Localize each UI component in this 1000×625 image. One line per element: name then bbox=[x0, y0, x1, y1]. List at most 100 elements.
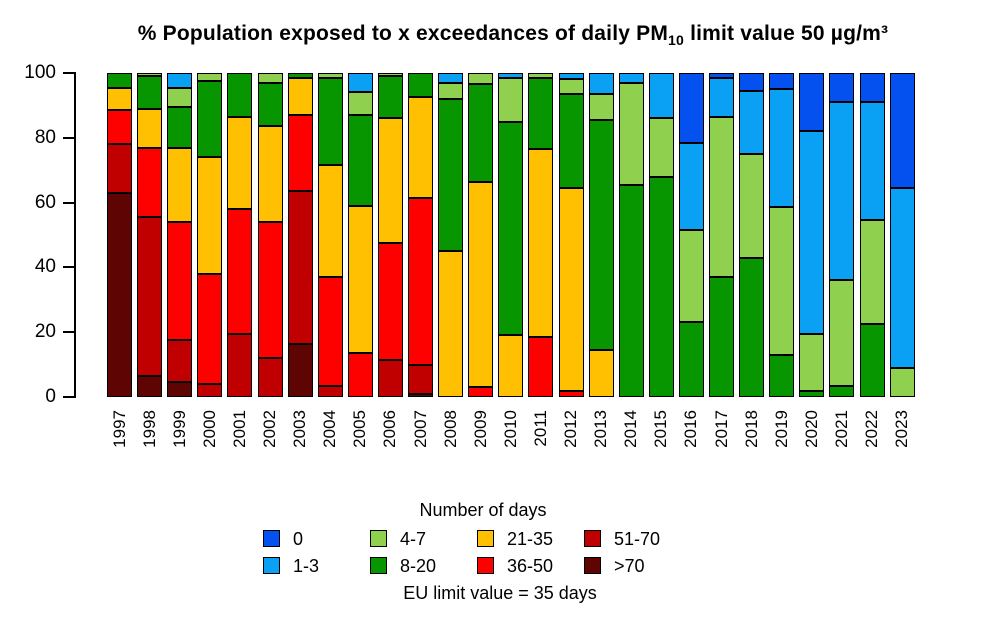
bar-segment bbox=[709, 116, 734, 278]
bar-segment bbox=[588, 73, 614, 95]
bar-segment bbox=[287, 73, 313, 78]
bar-segment bbox=[468, 73, 494, 85]
bar-segment bbox=[317, 385, 343, 397]
y-tick bbox=[63, 72, 74, 74]
bar-segment bbox=[648, 176, 674, 397]
bar-segment bbox=[137, 375, 163, 397]
bar-segment bbox=[739, 90, 765, 154]
y-tick bbox=[63, 396, 74, 398]
bar-segment bbox=[889, 73, 915, 189]
bar-segment bbox=[498, 121, 524, 336]
bar-segment bbox=[769, 89, 795, 208]
bar-segment bbox=[227, 209, 253, 334]
y-tick bbox=[63, 201, 74, 204]
eu-limit-note: EU limit value = 35 days bbox=[403, 583, 597, 603]
bar-segment bbox=[287, 191, 313, 344]
bar-segment bbox=[438, 82, 464, 99]
bar-segment bbox=[317, 73, 343, 78]
bar-segment bbox=[167, 222, 193, 341]
bar-segment bbox=[257, 358, 283, 397]
bar-segment bbox=[197, 73, 223, 82]
y-tick bbox=[63, 331, 74, 334]
bar-segment bbox=[678, 230, 704, 323]
bar-segment bbox=[197, 81, 223, 158]
bar-segment bbox=[317, 165, 343, 278]
bar-segment bbox=[558, 390, 584, 397]
bar-segment bbox=[167, 87, 193, 108]
bar-segment bbox=[347, 353, 373, 397]
bar-segment bbox=[739, 154, 765, 258]
legend-label-70: >70 bbox=[614, 556, 645, 576]
legend-title: Number of days bbox=[419, 500, 547, 520]
bar-segment bbox=[859, 220, 885, 325]
bar-segment bbox=[377, 359, 403, 397]
bar-segment bbox=[498, 335, 524, 397]
bar-segment bbox=[829, 102, 855, 281]
bar-segment bbox=[167, 382, 193, 397]
chart-title: % Population exposed to x exceedances of… bbox=[137, 22, 889, 49]
bar-segment bbox=[769, 73, 795, 90]
bar-segment bbox=[287, 77, 313, 116]
bar-segment bbox=[347, 92, 373, 116]
bar-segment bbox=[438, 73, 464, 83]
bar-segment bbox=[107, 87, 132, 111]
bar-segment bbox=[799, 333, 825, 391]
bar-segment bbox=[197, 157, 223, 274]
bar-segment bbox=[137, 73, 163, 77]
y-tick bbox=[63, 136, 74, 139]
bar-segment bbox=[829, 385, 855, 397]
legend-label-1-3: 1-3 bbox=[293, 556, 320, 576]
bar-segment bbox=[859, 324, 885, 397]
bar-segment bbox=[829, 280, 855, 386]
bar-segment bbox=[648, 118, 674, 177]
bar-segment bbox=[678, 322, 704, 397]
bar-segment bbox=[799, 390, 825, 397]
legend-swatch-51-70 bbox=[584, 530, 601, 547]
bar-segment bbox=[829, 73, 855, 103]
legend-label-8-20: 8-20 bbox=[400, 556, 437, 576]
bar-segment bbox=[167, 73, 193, 88]
legend-swatch-1-3 bbox=[263, 557, 280, 574]
bar-segment bbox=[227, 116, 253, 210]
bar-segment bbox=[197, 384, 223, 397]
bar-segment bbox=[107, 144, 132, 193]
bar-segment bbox=[528, 149, 554, 338]
y-tick-label: 20 bbox=[34, 321, 56, 343]
bar-segment bbox=[408, 197, 433, 365]
bar-segment bbox=[648, 73, 674, 119]
bar-segment bbox=[769, 354, 795, 397]
bar-segment bbox=[678, 142, 704, 231]
bar-segment bbox=[558, 94, 584, 188]
bar-segment bbox=[377, 76, 403, 119]
bar-segment bbox=[107, 73, 132, 88]
bar-segment bbox=[618, 82, 644, 185]
bar-segment bbox=[317, 277, 343, 386]
bar-segment bbox=[799, 73, 825, 132]
bar-segment bbox=[137, 147, 163, 218]
bar-segment bbox=[558, 188, 584, 391]
y-tick bbox=[63, 266, 74, 269]
bar-segment bbox=[438, 251, 464, 397]
y-tick-label: 40 bbox=[34, 256, 56, 278]
bar-segment bbox=[107, 192, 132, 397]
bar-segment bbox=[709, 277, 734, 397]
legend-swatch-8-20 bbox=[370, 557, 387, 574]
bar-segment bbox=[528, 337, 554, 397]
bar-segment bbox=[618, 184, 644, 397]
legend-label-36-50: 36-50 bbox=[507, 556, 554, 576]
bar-segment bbox=[709, 73, 734, 78]
bar-segment bbox=[137, 217, 163, 376]
bar-segment bbox=[528, 77, 554, 150]
legend-label-0: 0 bbox=[293, 529, 304, 549]
bar-segment bbox=[257, 222, 283, 359]
bar-segment bbox=[317, 77, 343, 166]
bar-segment bbox=[377, 118, 403, 244]
legend-label-4-7: 4-7 bbox=[400, 529, 427, 549]
bar-segment bbox=[257, 82, 283, 127]
bar-segment bbox=[859, 73, 885, 103]
bar-segment bbox=[859, 102, 885, 221]
bar-segment bbox=[227, 73, 253, 117]
